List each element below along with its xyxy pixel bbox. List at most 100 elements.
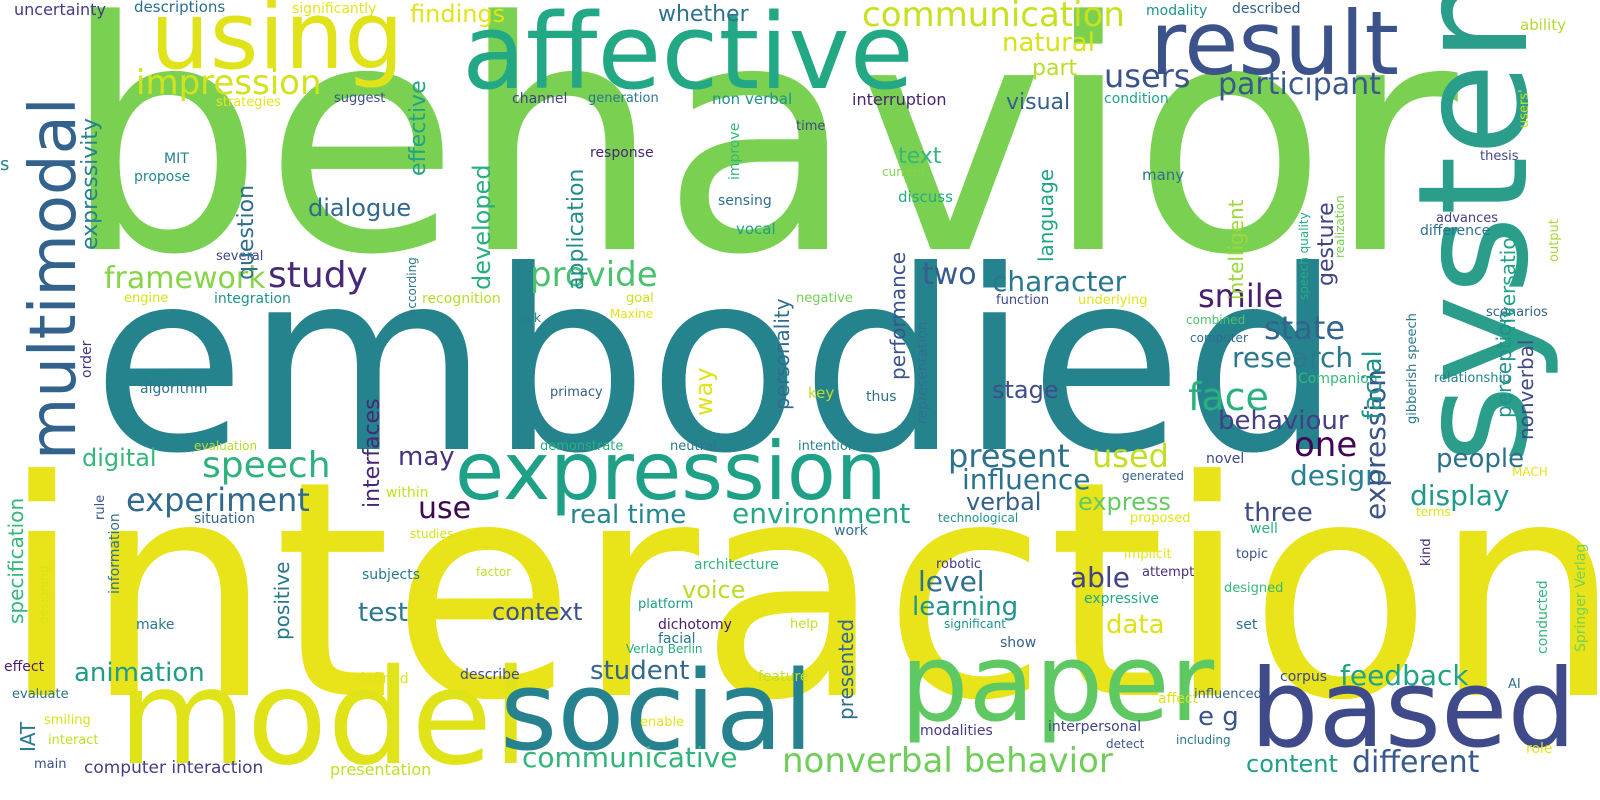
cloud-word: developed bbox=[468, 164, 496, 290]
cloud-word: research bbox=[1232, 341, 1354, 374]
cloud-word: underlying bbox=[1078, 293, 1148, 308]
cloud-word: part bbox=[1032, 56, 1078, 81]
cloud-word: show bbox=[1000, 635, 1037, 651]
cloud-word: engine bbox=[124, 291, 169, 306]
cloud-word: discuss bbox=[898, 188, 953, 206]
cloud-word: vocal bbox=[736, 220, 776, 238]
cloud-word: affect bbox=[1158, 691, 1199, 707]
cloud-word: within bbox=[386, 485, 429, 501]
cloud-word: advances bbox=[1436, 211, 1499, 226]
cloud-word: Springer Verlag bbox=[1573, 543, 1589, 652]
cloud-word: intention bbox=[798, 439, 857, 454]
cloud-word: interact bbox=[48, 733, 99, 748]
cloud-word: algorithm bbox=[140, 381, 208, 397]
cloud-word: computer bbox=[1190, 331, 1248, 345]
cloud-word: primacy bbox=[550, 385, 603, 400]
cloud-word: integration bbox=[214, 291, 291, 307]
cloud-word: three bbox=[1244, 498, 1313, 528]
cloud-word: look bbox=[516, 311, 541, 325]
cloud-word: social bbox=[500, 647, 814, 775]
cloud-word: people bbox=[1436, 444, 1525, 474]
cloud-word: used bbox=[1092, 437, 1169, 475]
cloud-word: embodied bbox=[92, 217, 1342, 508]
cloud-word: data bbox=[1106, 610, 1165, 640]
cloud-word: main bbox=[34, 757, 67, 772]
cloud-word: described bbox=[1232, 1, 1301, 17]
cloud-word: facial bbox=[1358, 350, 1388, 420]
cloud-word: current bbox=[882, 165, 926, 179]
cloud-word: according bbox=[405, 257, 419, 316]
cloud-word: situation bbox=[194, 511, 255, 527]
cloud-word: design bbox=[1290, 459, 1383, 492]
cloud-word: different bbox=[1352, 745, 1480, 780]
cloud-word: two bbox=[922, 257, 977, 292]
cloud-word: provide bbox=[530, 255, 658, 295]
cloud-word: subjects bbox=[362, 567, 421, 583]
cloud-word: MACH bbox=[1512, 465, 1548, 479]
cloud-word: designing bbox=[37, 565, 51, 624]
cloud-word: difference bbox=[1420, 223, 1491, 239]
cloud-word: many bbox=[1142, 166, 1185, 184]
cloud-word: presented bbox=[834, 618, 858, 720]
cloud-word: ability bbox=[1520, 16, 1566, 34]
cloud-word: smiling bbox=[44, 713, 91, 728]
cloud-word: terms bbox=[1416, 505, 1451, 519]
cloud-word: personality bbox=[770, 298, 794, 410]
cloud-word: architecture bbox=[694, 557, 779, 573]
cloud-word: content bbox=[1246, 750, 1338, 778]
cloud-word: interfaces bbox=[360, 398, 385, 508]
cloud-word: output bbox=[1547, 219, 1562, 262]
cloud-word: expressivity bbox=[78, 117, 103, 250]
cloud-word: positive bbox=[270, 561, 294, 640]
cloud-word: affective bbox=[462, 0, 914, 113]
cloud-word: condition bbox=[1104, 91, 1169, 107]
cloud-word: suggest bbox=[334, 91, 386, 106]
cloud-word: verbal bbox=[966, 488, 1042, 516]
cloud-word: key bbox=[808, 384, 835, 402]
cloud-word: performance bbox=[886, 251, 910, 380]
cloud-word: one bbox=[1294, 425, 1358, 465]
cloud-word: state bbox=[1264, 309, 1346, 347]
cloud-word: describe bbox=[460, 667, 520, 683]
cloud-word: voice bbox=[682, 576, 746, 604]
cloud-word: response bbox=[590, 145, 654, 161]
cloud-word: uncertainty bbox=[14, 0, 106, 19]
cloud-word: AI bbox=[1508, 677, 1521, 692]
cloud-word: express bbox=[1078, 488, 1171, 516]
cloud-word: implicit bbox=[1124, 547, 1172, 562]
cloud-word: smile bbox=[1198, 277, 1284, 315]
cloud-word: thus bbox=[866, 389, 897, 405]
cloud-word: users bbox=[1104, 57, 1191, 95]
cloud-word: language bbox=[1034, 168, 1058, 262]
cloud-word: Maxine bbox=[610, 307, 654, 321]
cloud-word: proposed bbox=[1130, 511, 1191, 526]
cloud-word: negative bbox=[796, 291, 853, 306]
cloud-word: platform bbox=[638, 597, 694, 612]
cloud-word: neutral bbox=[670, 439, 717, 454]
cloud-word: modality bbox=[1146, 3, 1208, 19]
cloud-word: expressive bbox=[1084, 591, 1159, 607]
cloud-word: facial bbox=[658, 631, 696, 647]
cloud-word: may bbox=[398, 442, 455, 472]
cloud-word: natural bbox=[1002, 28, 1095, 58]
cloud-word: influence bbox=[962, 463, 1091, 496]
cloud-word: non verbal bbox=[712, 90, 793, 108]
cloud-word: multimodal bbox=[17, 97, 91, 460]
cloud-word: digital bbox=[82, 444, 157, 472]
cloud-word: function bbox=[996, 293, 1050, 308]
cloud-word: paper bbox=[900, 621, 1215, 746]
cloud-word: influenced bbox=[1194, 687, 1262, 702]
cloud-word: studies bbox=[410, 527, 454, 541]
cloud-word: realization bbox=[1333, 195, 1347, 258]
cloud-word: designed bbox=[1224, 581, 1284, 596]
cloud-word: effect bbox=[4, 659, 45, 675]
cloud-word: several bbox=[216, 249, 264, 264]
cloud-word: nonverbal bbox=[1514, 339, 1538, 440]
cloud-word: novel bbox=[1206, 451, 1245, 467]
cloud-word: corpus bbox=[1280, 669, 1328, 685]
cloud-word: specification bbox=[4, 497, 28, 624]
cloud-word: help bbox=[790, 617, 819, 632]
cloud-word: sensing bbox=[718, 193, 772, 209]
cloud-word: speech bbox=[202, 445, 331, 486]
cloud-word: level bbox=[918, 565, 985, 598]
